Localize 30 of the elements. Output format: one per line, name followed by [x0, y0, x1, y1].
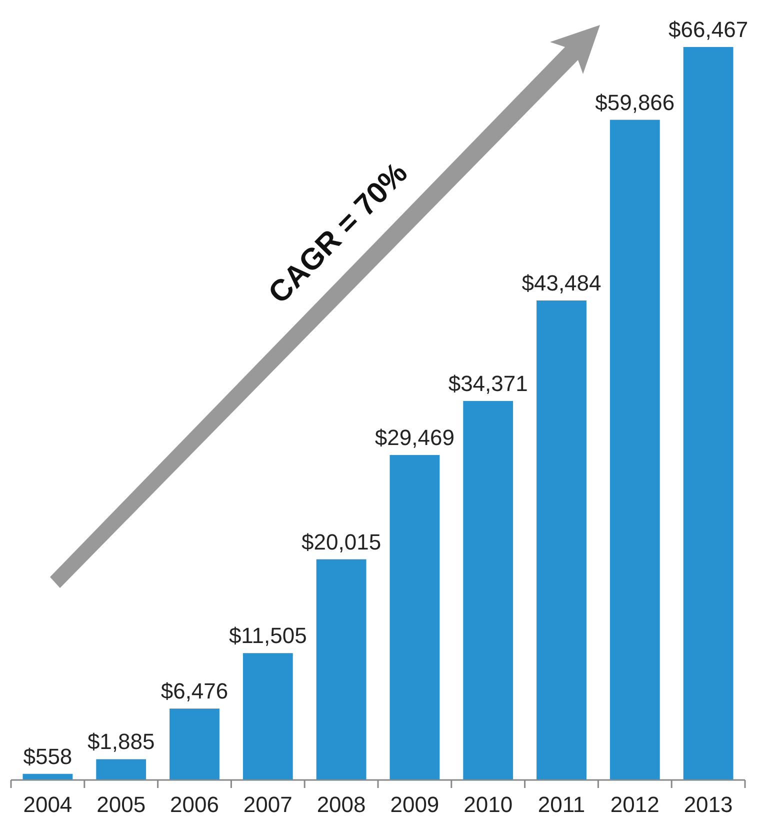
x-tick-label: 2010 — [464, 792, 513, 817]
bar — [96, 759, 146, 780]
x-tick-label: 2011 — [538, 792, 586, 817]
bar — [22, 774, 73, 780]
data-label: $34,371 — [448, 370, 528, 396]
x-tick-label: 2013 — [684, 792, 733, 817]
bar — [610, 120, 660, 780]
data-label: $59,866 — [595, 90, 675, 115]
data-label: $20,015 — [302, 529, 382, 554]
data-label: $558 — [23, 744, 72, 769]
bar — [316, 559, 366, 780]
data-label: $66,467 — [668, 17, 748, 42]
data-label: $43,484 — [522, 270, 602, 296]
x-tick-label: 2012 — [610, 792, 660, 817]
bar — [242, 653, 293, 780]
bar — [170, 708, 220, 780]
x-tick-label: 2005 — [96, 792, 146, 817]
bar — [536, 300, 586, 780]
x-tick-label: 2009 — [390, 792, 440, 817]
data-label: $1,885 — [87, 729, 155, 754]
bar — [683, 47, 734, 780]
x-tick-label: 2006 — [170, 792, 219, 817]
x-tick-label: 2008 — [316, 792, 366, 817]
x-tick-label: 2007 — [243, 792, 292, 817]
data-label: $6,476 — [160, 678, 228, 704]
data-label: $11,505 — [228, 623, 307, 648]
data-label: $29,469 — [374, 425, 454, 450]
x-tick-label: 2004 — [23, 792, 72, 817]
bar — [390, 455, 440, 780]
bar — [463, 400, 514, 780]
